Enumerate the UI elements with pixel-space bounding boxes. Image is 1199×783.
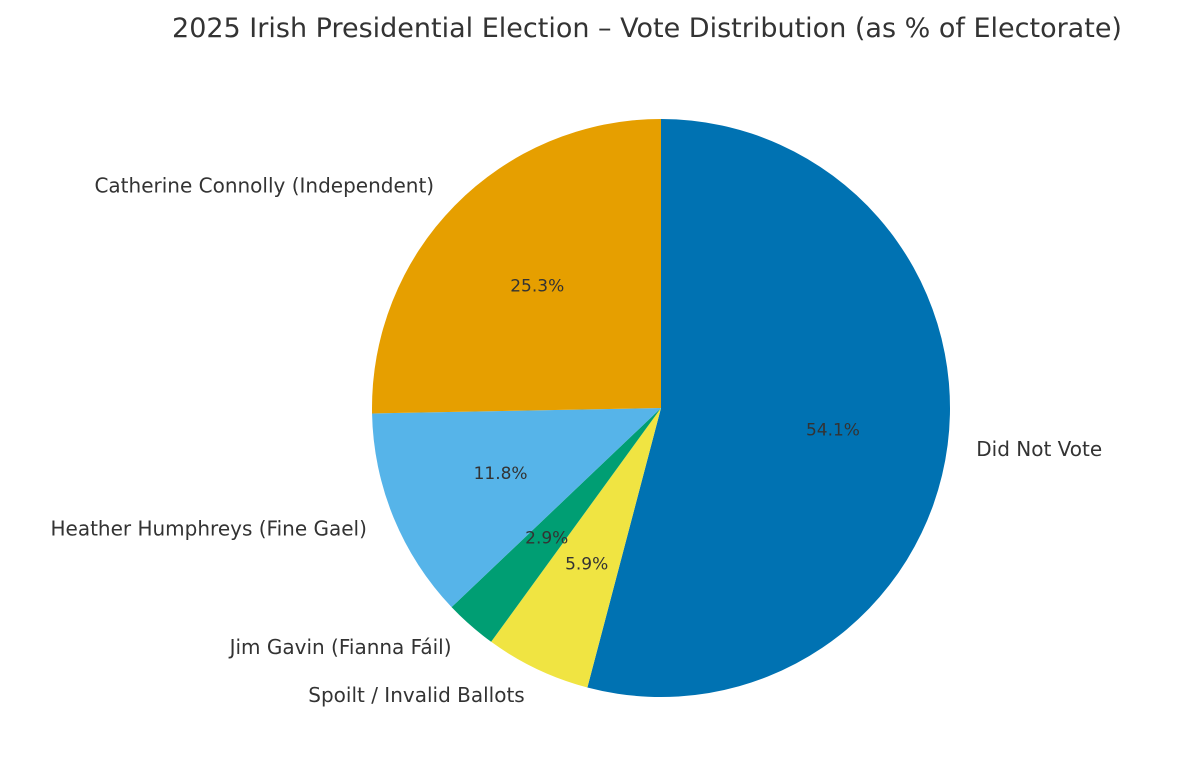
pie-slice-spoilt-invalid-ballots: [491, 408, 661, 688]
slice-label-jim-gavin-fianna-f-il: Jim Gavin (Fianna Fáil): [228, 635, 452, 659]
pie-slice-jim-gavin-fianna-f-il: [451, 408, 661, 642]
pct-label-catherine-connolly-independent: 25.3%: [510, 277, 564, 297]
slice-label-did-not-vote: Did Not Vote: [976, 437, 1102, 461]
slice-label-catherine-connolly-independent: Catherine Connolly (Independent): [94, 173, 434, 197]
pie-slices: [372, 119, 951, 697]
pct-label-spoilt-invalid-ballots: 5.9%: [565, 555, 608, 575]
pie-slice-did-not-vote: [587, 119, 951, 697]
slice-label-spoilt-invalid-ballots: Spoilt / Invalid Ballots: [308, 683, 524, 707]
chart-title: 2025 Irish Presidential Election – Vote …: [172, 13, 1122, 44]
slice-label-heather-humphreys-fine-gael: Heather Humphreys (Fine Gael): [50, 517, 366, 541]
pct-label-did-not-vote: 54.1%: [806, 420, 860, 440]
pie-slice-heather-humphreys-fine-gael: [372, 408, 661, 608]
pie-labels: Did Not Vote 54.1% Spoilt / Invalid Ballot…: [50, 173, 1102, 707]
pie-slice-catherine-connolly-independent: [372, 119, 661, 414]
pct-label-heather-humphreys-fine-gael: 11.8%: [474, 464, 528, 484]
pct-label-jim-gavin-fianna-f-il: 2.9%: [525, 528, 568, 548]
